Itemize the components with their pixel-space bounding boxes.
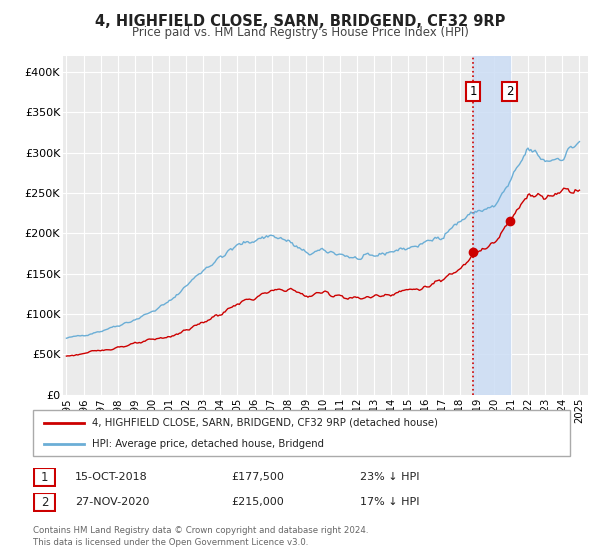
Text: £215,000: £215,000 <box>231 497 284 507</box>
Text: Contains HM Land Registry data © Crown copyright and database right 2024.: Contains HM Land Registry data © Crown c… <box>33 526 368 535</box>
Text: £177,500: £177,500 <box>231 472 284 482</box>
Text: 15-OCT-2018: 15-OCT-2018 <box>75 472 148 482</box>
Text: 2: 2 <box>41 496 48 509</box>
Text: 4, HIGHFIELD CLOSE, SARN, BRIDGEND, CF32 9RP: 4, HIGHFIELD CLOSE, SARN, BRIDGEND, CF32… <box>95 14 505 29</box>
Text: 17% ↓ HPI: 17% ↓ HPI <box>360 497 419 507</box>
Text: 23% ↓ HPI: 23% ↓ HPI <box>360 472 419 482</box>
Text: 1: 1 <box>41 470 48 484</box>
Text: Price paid vs. HM Land Registry's House Price Index (HPI): Price paid vs. HM Land Registry's House … <box>131 26 469 39</box>
Text: 4, HIGHFIELD CLOSE, SARN, BRIDGEND, CF32 9RP (detached house): 4, HIGHFIELD CLOSE, SARN, BRIDGEND, CF32… <box>92 418 438 428</box>
FancyBboxPatch shape <box>34 493 55 511</box>
FancyBboxPatch shape <box>33 410 570 456</box>
Text: 2: 2 <box>506 85 513 98</box>
Text: 27-NOV-2020: 27-NOV-2020 <box>75 497 149 507</box>
Text: This data is licensed under the Open Government Licence v3.0.: This data is licensed under the Open Gov… <box>33 538 308 547</box>
Text: HPI: Average price, detached house, Bridgend: HPI: Average price, detached house, Brid… <box>92 439 324 449</box>
Text: 1: 1 <box>470 85 477 98</box>
FancyBboxPatch shape <box>34 468 55 486</box>
Bar <box>473 56 509 395</box>
